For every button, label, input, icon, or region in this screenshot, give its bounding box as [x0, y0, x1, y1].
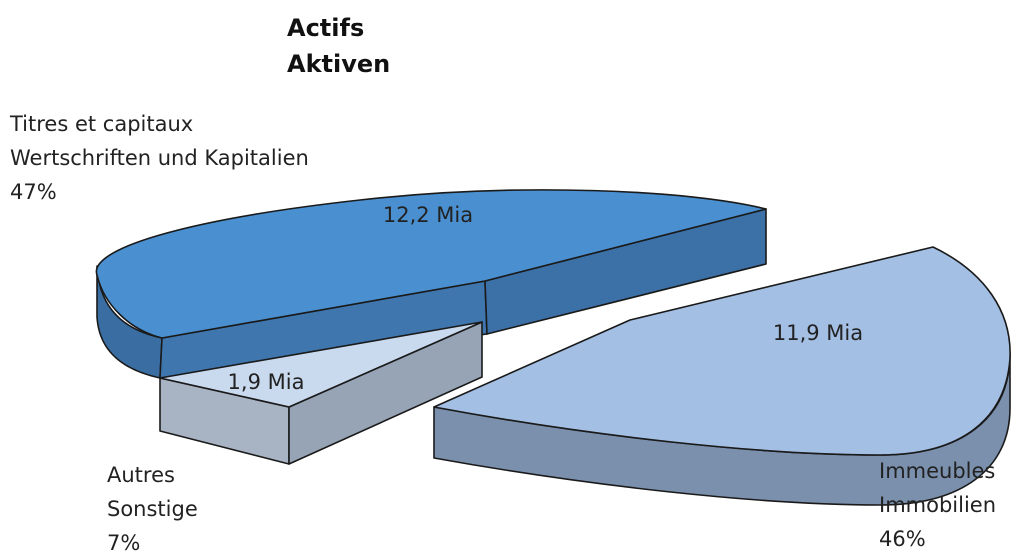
- slice-titres-value-label: 12,2 Mia: [383, 203, 473, 227]
- label-autres-line-1: Autres: [107, 463, 175, 487]
- label-autres-line-2: Sonstige: [107, 497, 198, 521]
- label-autres: Autres Sonstige 7%: [107, 463, 198, 554]
- label-immeubles-line-1: Immeubles: [879, 459, 995, 483]
- chart-title-line-2: Aktiven: [287, 50, 390, 78]
- slice-titres-top: [95, 189, 767, 339]
- label-titres-line-1: Titres et capitaux: [9, 112, 193, 136]
- label-titres-line-2: Wertschriften und Kapitalien: [10, 146, 309, 170]
- slice-autres-top: [159, 321, 483, 408]
- slice-immeubles-top: [433, 246, 1011, 456]
- slice-autres-value-label: 1,9 Mia: [228, 370, 305, 394]
- label-autres-percent: 7%: [107, 531, 140, 554]
- label-immeubles-line-2: Immobilien: [879, 493, 996, 517]
- label-titres-percent: 47%: [10, 180, 57, 204]
- slice-immeubles: 11,9 Mia: [433, 246, 1011, 506]
- label-titres: Titres et capitaux Wertschriften und Kap…: [9, 112, 309, 204]
- label-immeubles-percent: 46%: [879, 527, 926, 551]
- label-immeubles: Immeubles Immobilien 46%: [879, 459, 996, 551]
- chart-title: Actifs Aktiven: [287, 14, 390, 78]
- slice-titres: 12,2 Mia: [95, 189, 767, 379]
- slice-autres: 1,9 Mia: [159, 321, 483, 465]
- chart-title-line-1: Actifs: [287, 14, 364, 42]
- slice-immeubles-value-label: 11,9 Mia: [773, 321, 863, 345]
